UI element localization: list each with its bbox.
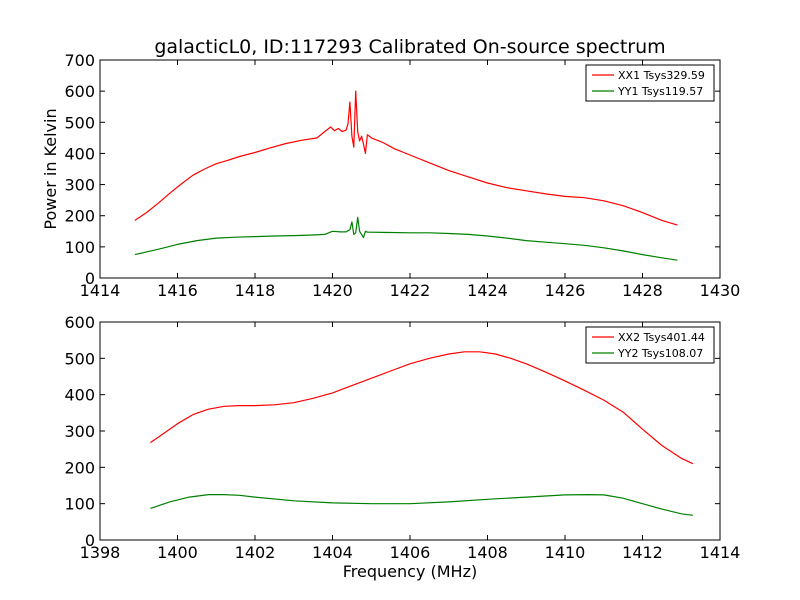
x-tick-label: 1406 [390,543,431,562]
legend-label: XX1 Tsys329.59 [618,69,705,82]
lower-axis-ticks: 1398 1400 1402 1404 1406 1408 1410 1412 1414 0 100… [64,313,740,562]
upper-y-axis-label: Power in Kelvin [41,108,60,229]
y-tick-label: 200 [64,207,95,226]
x-tick-label: 1422 [390,281,431,300]
x-tick-label: 1414 [80,281,121,300]
y-tick-label: 400 [64,386,95,405]
y-tick-label: 200 [64,458,95,477]
x-tick-label: 1404 [312,543,353,562]
y-tick-label: 700 [64,51,95,70]
x-tick-label: 1412 [622,543,663,562]
legend-label: XX2 Tsys401.44 [618,331,705,344]
y-tick-label: 300 [64,422,95,441]
y-tick-label: 300 [64,176,95,195]
series-line-yy2 [150,494,693,516]
x-axis-label: Frequency (MHz) [343,562,477,581]
series-line-xx1 [134,90,678,226]
upper-series-lines [134,90,678,261]
y-tick-label: 100 [64,495,95,514]
legend-label: YY1 Tsys119.57 [617,85,703,98]
x-tick-label: 1400 [157,543,198,562]
upper-plot-panel: 1414 1416 1418 1420 1422 1424 1426 1428 1430 0 100… [41,51,740,300]
upper-axis-ticks: 1414 1416 1418 1420 1422 1424 1426 1428 1430 0 100… [64,51,740,300]
x-tick-label: 1414 [700,543,741,562]
y-tick-label: 0 [85,531,95,550]
x-tick-label: 1418 [235,281,276,300]
chart-title: galacticL0, ID:117293 Calibrated On-sour… [154,36,665,58]
lower-plot-panel: 1398 1400 1402 1404 1406 1408 1410 1412 1414 0 100… [64,313,740,581]
y-tick-label: 600 [64,313,95,332]
x-tick-label: 1416 [157,281,198,300]
y-tick-label: 0 [85,269,95,288]
y-tick-label: 500 [64,113,95,132]
x-tick-label: 1424 [467,281,508,300]
x-tick-label: 1426 [545,281,586,300]
x-tick-label: 1398 [80,543,121,562]
x-tick-label: 1408 [467,543,508,562]
y-tick-label: 500 [64,349,95,368]
legend-box [585,326,715,364]
x-tick-label: 1402 [235,543,276,562]
x-tick-label: 1428 [622,281,663,300]
series-line-xx2 [150,351,694,465]
x-tick-label: 1430 [700,281,741,300]
legend-box [585,64,715,102]
y-tick-label: 400 [64,144,95,163]
upper-legend: XX1 Tsys329.59 YY1 Tsys119.57 [585,64,715,102]
x-tick-label: 1410 [545,543,586,562]
lower-legend: XX2 Tsys401.44 YY2 Tsys108.07 [585,326,715,364]
y-tick-label: 600 [64,82,95,101]
legend-label: YY2 Tsys108.07 [617,347,703,360]
lower-series-lines [150,351,694,516]
series-line-yy1 [134,216,678,261]
y-tick-label: 100 [64,238,95,257]
x-tick-label: 1420 [312,281,353,300]
